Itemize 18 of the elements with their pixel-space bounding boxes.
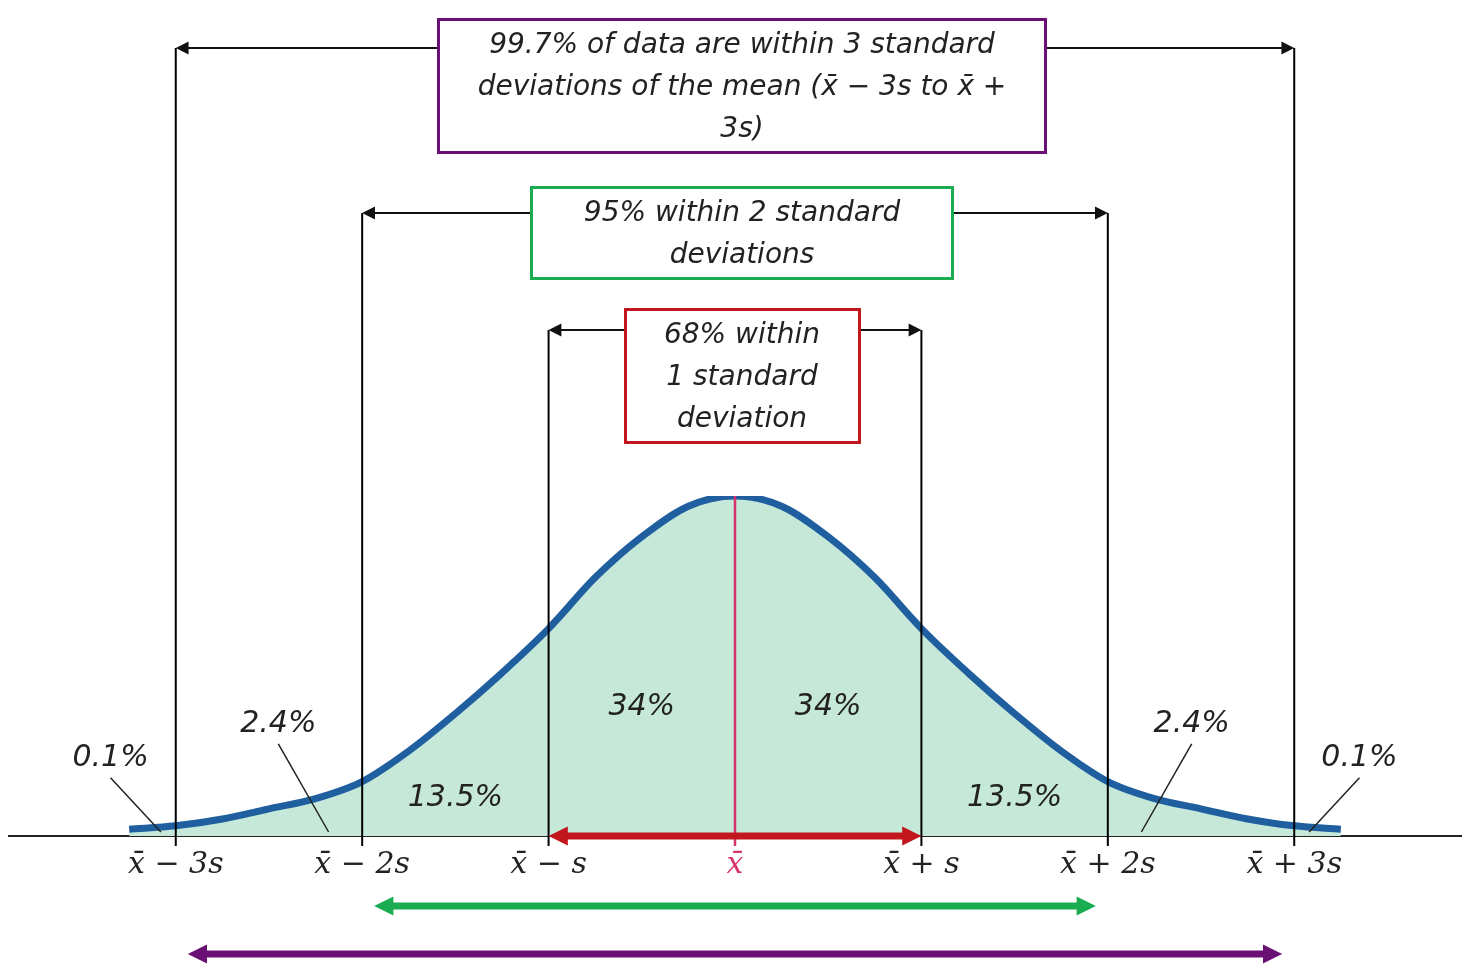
x-tick-label: x̄ + 2s: [1060, 844, 1156, 880]
annotation: 2.4%: [240, 703, 317, 739]
annotation: 34%: [794, 686, 862, 722]
text: 68% within 1 standard deviation: [623, 308, 861, 444]
text: 99.7% of data are within 3 standard deviations of the mean (x̄ − 3s to x̄ + 3s): [437, 18, 1047, 154]
annotation: 34%: [608, 686, 676, 722]
annotation: 13.5%: [966, 778, 1063, 814]
annotation: 0.1%: [72, 737, 149, 773]
x-tick-label: x̄ − 3s: [127, 844, 224, 880]
x-tick-label: x̄ − s: [510, 844, 587, 880]
annotation: 13.5%: [407, 778, 504, 814]
annotation: 2.4%: [1153, 703, 1230, 739]
x-tick-label: x̄ − 2s: [314, 844, 410, 880]
x-tick-label: x̄ + 3s: [1246, 844, 1343, 880]
annotation: 0.1%: [1321, 737, 1398, 773]
text: 95% within 2 standard deviations: [530, 186, 954, 280]
x-tick-label: x̄: [726, 844, 744, 880]
x-tick-label: x̄ + s: [883, 844, 960, 880]
